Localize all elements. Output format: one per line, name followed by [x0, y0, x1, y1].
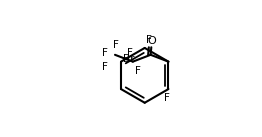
Text: F: F [146, 35, 152, 45]
Text: F: F [127, 48, 133, 58]
Text: F: F [164, 93, 170, 103]
Text: Br: Br [123, 54, 134, 64]
Text: F: F [102, 48, 108, 58]
Text: F: F [135, 66, 141, 75]
Text: O: O [147, 36, 156, 46]
Text: F: F [102, 62, 108, 72]
Text: F: F [113, 40, 119, 49]
